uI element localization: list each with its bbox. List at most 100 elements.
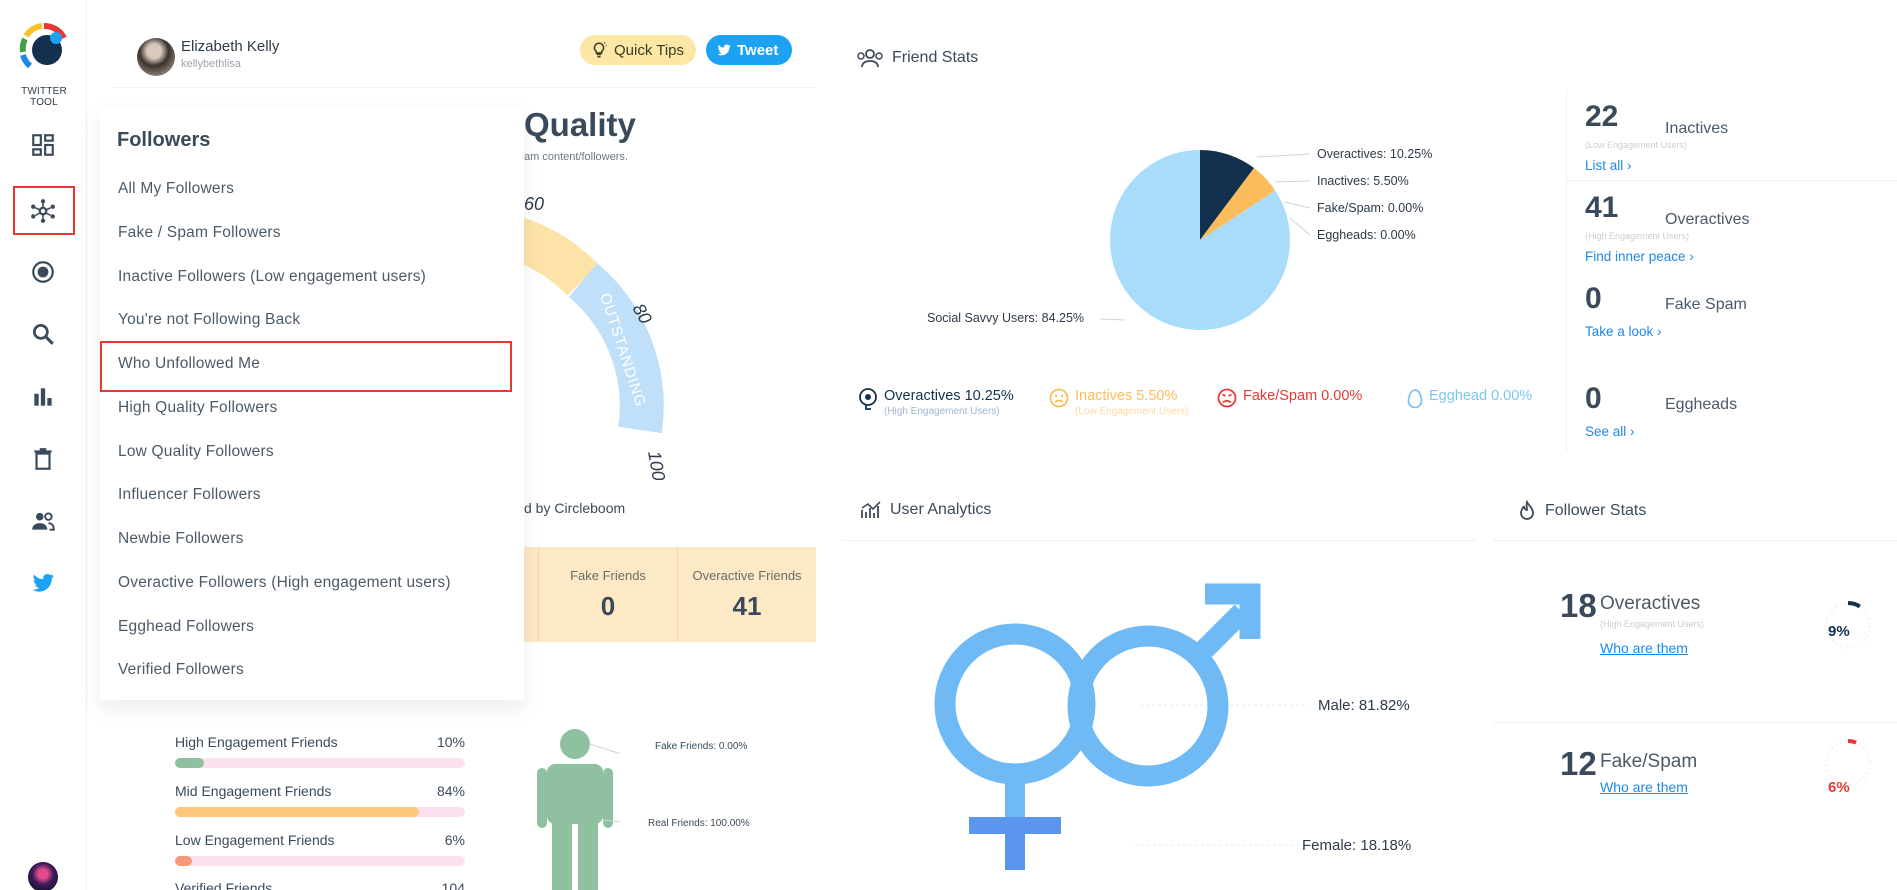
follower-stat-percent: 6% (1828, 779, 1850, 796)
fake-spam-ring-arc (1824, 739, 1872, 787)
follower-stat-name: Overactives (1600, 593, 1701, 614)
fake-spam-progress-ring (1824, 739, 1872, 787)
legend-sub: (Low Engagement Users) (1075, 406, 1189, 417)
fake-friends-figure-label: Fake Friends: 0.00% (655, 741, 748, 752)
stat-link-list-all[interactable]: List all › (1585, 158, 1632, 173)
user-analytics-header: User Analytics (860, 500, 991, 520)
menu-item-egghead-followers[interactable]: Egghead Followers (118, 618, 255, 635)
verified-friends-value: 104 (441, 880, 465, 890)
menu-item-fake-spam-followers[interactable]: Fake / Spam Followers (118, 224, 281, 241)
menu-item-low-quality-followers[interactable]: Low Quality Followers (118, 443, 274, 460)
follower-stats-divider (1493, 540, 1897, 541)
pie-slice-social-savvy-users (1110, 150, 1290, 330)
quality-credit: d by Circleboom (524, 500, 626, 516)
app-logo-icon[interactable] (18, 22, 70, 74)
female-symbol-ring (934, 623, 1096, 785)
stat-inactives: 22 Inactives (Low Engagement Users) List… (1585, 100, 1897, 173)
verified-friends-label: Verified Friends (175, 880, 273, 890)
follower-stats-header: Follower Stats (1517, 500, 1646, 522)
friend-stats-header: Friend Stats (856, 46, 978, 70)
legend-label: Egghead 0.00% (1429, 388, 1533, 404)
menu-item-influencer-followers[interactable]: Influencer Followers (118, 486, 261, 503)
male-symbol-arrowhead (1205, 583, 1261, 639)
who-are-them-link[interactable]: Who are them (1600, 779, 1688, 795)
menu-item-inactive-followers[interactable]: Inactive Followers (Low engagement users… (118, 268, 427, 285)
user-handle: kellybethlisa (181, 58, 241, 70)
stat-link-see-all[interactable]: See all › (1585, 424, 1635, 439)
trash-icon[interactable] (26, 442, 60, 476)
egg-icon (1407, 389, 1423, 408)
menu-item-all-my-followers[interactable]: All My Followers (118, 180, 235, 197)
engagement-label: Low Engagement Friends (175, 832, 335, 848)
dashboard-icon[interactable] (26, 128, 60, 162)
verified-friends-row: Verified Friends 104 (175, 880, 465, 890)
people-icon[interactable] (26, 504, 60, 538)
female-symbol-stem (1005, 770, 1025, 828)
real-friends-figure-label: Real Friends: 100.00% (648, 818, 750, 829)
stat-link-find-inner-peace[interactable]: Find inner peace › (1585, 249, 1694, 264)
stat-fake-spam: 0 Fake Spam Take a look › (1585, 282, 1897, 339)
overactive-friends-cell: Overactive Friends 41 (677, 547, 816, 642)
twitter-bird-icon[interactable] (26, 566, 60, 600)
active-nav-highlight (13, 186, 75, 235)
who-are-them-link[interactable]: Who are them (1600, 640, 1688, 656)
menu-item-overactive-followers[interactable]: Overactive Followers (High engagement us… (118, 574, 451, 591)
top-header: Elizabeth Kelly kellybethlisa Quick Tips… (112, 0, 816, 88)
engagement-row: Mid Engagement Friends 84% (175, 783, 465, 817)
lightbulb-icon (593, 41, 607, 58)
stat-name: Fake Spam (1665, 296, 1747, 313)
male-percentage-label: Male: 81.82% (1318, 697, 1410, 714)
menu-item-not-following-back[interactable]: You're not Following Back (118, 311, 301, 328)
male-symbol-arrow (1190, 604, 1250, 664)
quality-subtitle: am content/followers. (524, 151, 628, 163)
search-icon[interactable] (26, 317, 60, 351)
quick-tips-label: Quick Tips (614, 41, 685, 59)
legend-sub: (High Engagement Users) (884, 406, 1000, 417)
bar-chart-icon[interactable] (26, 380, 60, 414)
legend-item-inactives: Inactives 5.50% (Low Engagement Users) (1049, 388, 1188, 417)
pie-slice-inactives (1200, 168, 1276, 240)
dropdown-title: Followers (117, 129, 211, 151)
pie-label-social-savvy: Social Savvy Users: 84.25% (927, 311, 1085, 325)
stat-name: Eggheads (1665, 396, 1738, 413)
follower-stat-name: Fake/Spam (1600, 751, 1698, 772)
sidebar: TWITTER TOOL (0, 0, 87, 890)
menu-item-high-quality-followers[interactable]: High Quality Followers (118, 399, 278, 416)
group-icon (857, 49, 883, 68)
angry-face-icon (1217, 388, 1237, 408)
fake-friends-value: 0 (600, 590, 616, 621)
stat-name: Overactives (1665, 211, 1750, 228)
tweet-button[interactable]: Tweet (706, 35, 793, 65)
follower-stat-number: 12 (1560, 745, 1597, 782)
network-icon[interactable] (26, 194, 60, 228)
friend-stats-summary: 22 Inactives (Low Engagement Users) List… (1566, 90, 1897, 452)
engagement-row: Low Engagement Friends 6% (175, 832, 465, 866)
legend-label: Overactives 10.25% (884, 388, 1014, 404)
engagement-pct: 10% (436, 734, 465, 750)
legend-item-overactives: Overactives 10.25% (High Engagement Users… (858, 388, 1014, 417)
menu-item-who-unfollowed-me[interactable]: Who Unfollowed Me (118, 355, 261, 372)
pie-label-overactives: Overactives: 10.25% (1317, 147, 1433, 161)
stat-number: 22 (1585, 100, 1619, 133)
overactive-friends-value: 41 (732, 590, 762, 621)
follower-stats-divider (1493, 722, 1897, 723)
friend-counts-spacer (524, 547, 538, 642)
user-avatar[interactable] (137, 38, 175, 76)
quick-tips-button[interactable]: Quick Tips (580, 35, 697, 65)
stat-eggheads: 0 Eggheads See all › (1585, 382, 1897, 439)
stat-number: 41 (1585, 191, 1619, 224)
account-avatar[interactable] (28, 862, 58, 890)
legend-item-egghead: Egghead 0.00% (1407, 388, 1532, 408)
follower-stats-title: Follower Stats (1545, 502, 1647, 519)
menu-item-newbie-followers[interactable]: Newbie Followers (118, 530, 244, 547)
pie-label-inactives: Inactives: 5.50% (1317, 174, 1409, 188)
stat-hint: (High Engagement Users) (1585, 231, 1690, 241)
record-icon[interactable] (26, 255, 60, 289)
stat-divider (1567, 180, 1897, 181)
quality-title: Quality (524, 106, 636, 143)
line-chart-icon (861, 501, 881, 518)
tweet-label: Tweet (737, 41, 779, 59)
menu-item-verified-followers[interactable]: Verified Followers (118, 661, 244, 678)
stat-link-take-a-look[interactable]: Take a look › (1585, 324, 1662, 339)
engagement-label: High Engagement Friends (175, 734, 338, 750)
